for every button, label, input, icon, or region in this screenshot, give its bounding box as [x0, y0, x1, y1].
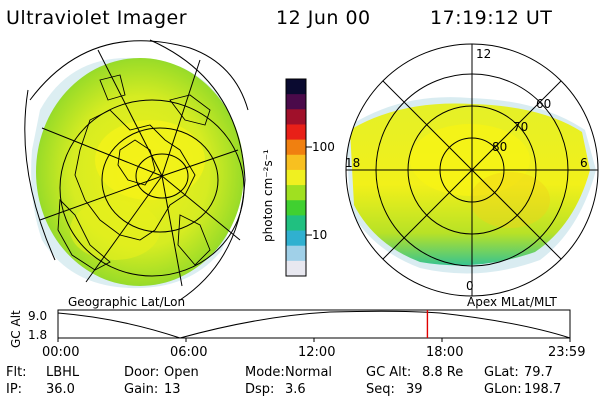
colorbar — [285, 78, 312, 277]
colorbar-swatch — [286, 245, 306, 262]
info-key: GC Alt: — [366, 365, 412, 380]
colorbar-unit-label: photon cm⁻²s⁻¹ — [261, 149, 275, 242]
strip-xtick-4: 23:59 — [548, 345, 586, 360]
info-key: Dsp: — [245, 382, 275, 397]
mlt-label-12: 12 — [476, 47, 492, 61]
apex-caption: Apex MLat/MLT — [467, 295, 557, 309]
geographic-image — [24, 39, 249, 301]
info-value: Normal — [285, 365, 333, 380]
colorbar-swatch — [286, 169, 306, 186]
info-value: 79.7 — [524, 365, 553, 380]
colorbar-swatch — [286, 230, 306, 247]
colorbar-swatch — [286, 200, 306, 216]
info-key: Door: — [124, 365, 160, 380]
lat-label-80: 80 — [492, 140, 508, 154]
colorbar-swatch — [286, 109, 306, 125]
info-value: 198.7 — [524, 382, 562, 397]
colorbar-swatch — [286, 139, 306, 156]
info-key: Flt: — [6, 365, 27, 380]
strip-xtick-2: 12:00 — [298, 345, 336, 360]
strip-ylabel: GC Alt — [9, 310, 23, 348]
info-value: 36.0 — [46, 382, 75, 397]
date-label: 12 Jun 00 — [276, 7, 371, 29]
info-key: IP: — [6, 382, 23, 397]
strip-xtick-3: 18:00 — [426, 345, 464, 360]
info-value: 39 — [406, 382, 423, 397]
mlt-label-18: 18 — [345, 156, 361, 170]
colorbar-swatch — [286, 215, 306, 232]
time-label: 17:19:12 UT — [430, 7, 553, 29]
colorbar-tick-10: 10 — [312, 228, 328, 242]
colorbar-tick-100: 100 — [312, 140, 335, 154]
info-value: 3.6 — [285, 382, 306, 397]
colorbar-swatch — [286, 124, 306, 141]
info-key: Seq: — [366, 382, 395, 397]
strip-ytick-1-8: 1.8 — [28, 328, 48, 342]
lat-label-60: 60 — [536, 97, 552, 111]
info-key: GLon: — [484, 382, 522, 397]
info-value: LBHL — [46, 365, 80, 380]
strip-xtick-0: 00:00 — [42, 345, 80, 360]
colorbar-swatch — [286, 154, 306, 171]
info-value: 8.8 Re — [422, 365, 464, 380]
info-value: 13 — [164, 382, 181, 397]
altitude-strip — [57, 309, 571, 342]
mlt-label-0: 0 — [466, 279, 474, 293]
polar-plot — [345, 43, 599, 297]
info-key: GLat: — [484, 365, 519, 380]
colorbar-swatch — [286, 260, 306, 277]
strip-ytick-9: 9.0 — [28, 309, 48, 323]
strip-xtick-1: 06:00 — [170, 345, 208, 360]
info-value: Open — [164, 365, 199, 380]
instrument-title: Ultraviolet Imager — [6, 7, 188, 29]
colorbar-swatch — [286, 79, 306, 95]
geographic-caption: Geographic Lat/Lon — [68, 295, 186, 309]
colorbar-swatch — [286, 94, 306, 110]
lat-label-70: 70 — [513, 120, 529, 134]
info-key: Gain: — [124, 382, 159, 397]
info-key: Mode: — [245, 365, 285, 380]
colorbar-swatches — [286, 79, 306, 277]
colorbar-swatch — [286, 185, 306, 201]
mlt-label-6: 6 — [580, 156, 588, 170]
